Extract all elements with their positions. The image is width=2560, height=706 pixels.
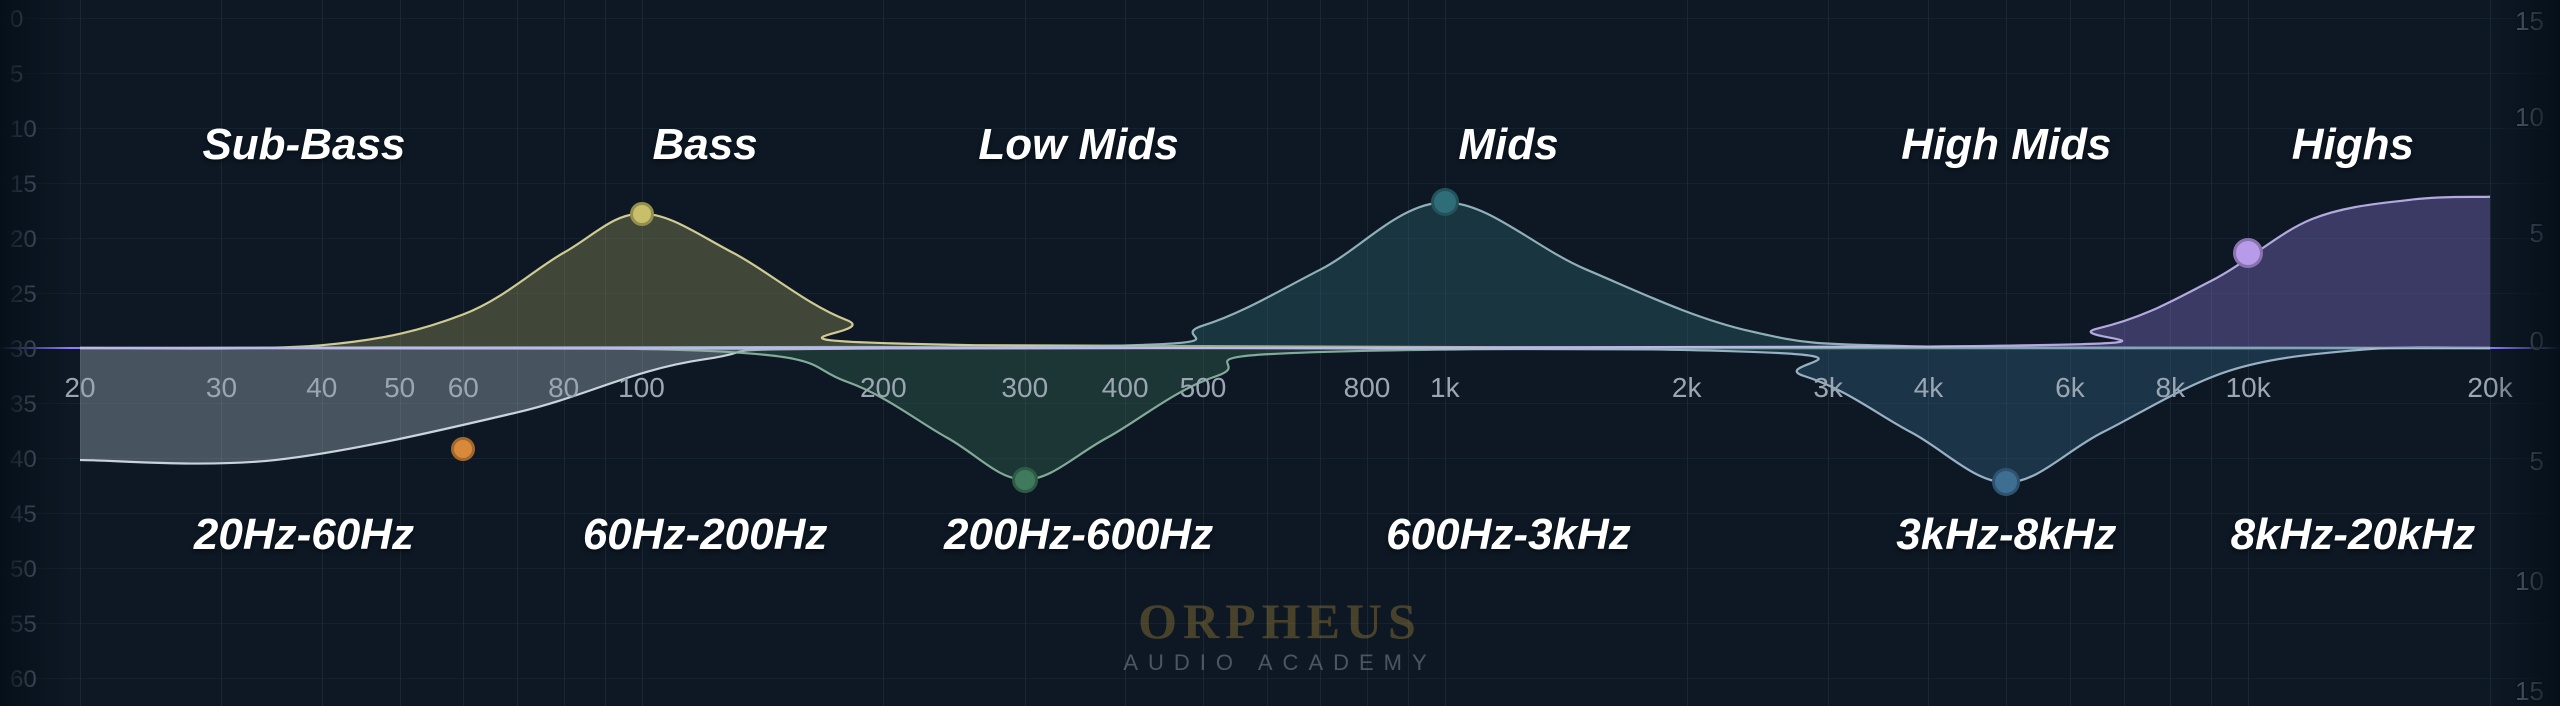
left-scale-tick: 55 (10, 611, 37, 639)
band-node-sub-bass[interactable] (451, 437, 475, 461)
freq-tick: 40 (306, 372, 337, 404)
band-title-sub-bass: Sub-Bass (202, 120, 405, 170)
left-scale-tick: 5 (10, 61, 23, 89)
left-scale-tick: 30 (10, 336, 37, 364)
left-scale-tick: 0 (10, 6, 23, 34)
freq-tick: 800 (1344, 372, 1391, 404)
band-range-high-mids: 3kHz-8kHz (1896, 510, 2116, 560)
freq-tick: 20k (2467, 372, 2512, 404)
right-scale-tick: 5 (2530, 218, 2544, 249)
freq-tick: 500 (1180, 372, 1227, 404)
left-scale-tick: 60 (10, 666, 37, 694)
left-scale-tick: 10 (10, 116, 37, 144)
freq-tick: 100 (618, 372, 665, 404)
freq-tick: 8k (2156, 372, 2186, 404)
band-range-sub-bass: 20Hz-60Hz (194, 510, 414, 560)
band-title-high-mids: High Mids (1901, 120, 2111, 170)
freq-tick: 200 (860, 372, 907, 404)
freq-tick: 6k (2055, 372, 2085, 404)
eq-frequency-chart: 0510152025303540455055601510505101520304… (0, 0, 2560, 706)
left-scale-tick: 15 (10, 171, 37, 199)
freq-tick: 20 (64, 372, 95, 404)
right-scale-tick: 5 (2530, 446, 2544, 477)
freq-tick: 10k (2226, 372, 2271, 404)
freq-tick: 50 (384, 372, 415, 404)
band-title-mids: Mids (1458, 120, 1558, 170)
band-range-highs: 8kHz-20kHz (2231, 510, 2476, 560)
band-title-bass: Bass (653, 120, 758, 170)
band-range-bass: 60Hz-200Hz (583, 510, 828, 560)
right-scale-tick: 0 (2530, 326, 2544, 357)
right-scale-tick: 10 (2515, 102, 2544, 133)
freq-tick: 2k (1672, 372, 1702, 404)
left-scale-tick: 50 (10, 556, 37, 584)
band-node-highs[interactable] (2233, 238, 2263, 268)
left-scale-tick: 20 (10, 226, 37, 254)
band-node-high-mids[interactable] (1992, 468, 2020, 496)
band-node-bass[interactable] (630, 202, 654, 226)
left-scale-tick: 25 (10, 281, 37, 309)
freq-tick: 30 (206, 372, 237, 404)
freq-tick: 1k (1430, 372, 1460, 404)
band-title-highs: Highs (2292, 120, 2414, 170)
right-scale-tick: 10 (2515, 566, 2544, 597)
band-range-mids: 600Hz-3kHz (1386, 510, 1631, 560)
band-node-mids[interactable] (1431, 188, 1459, 216)
freq-tick: 80 (548, 372, 579, 404)
right-scale-tick: 15 (2515, 6, 2544, 37)
left-scale-tick: 45 (10, 501, 37, 529)
freq-tick: 400 (1102, 372, 1149, 404)
right-scale-tick: 15 (2515, 676, 2544, 706)
freq-tick: 300 (1001, 372, 1048, 404)
band-range-low-mids: 200Hz-600Hz (944, 510, 1213, 560)
freq-tick: 60 (448, 372, 479, 404)
freq-tick: 3k (1813, 372, 1843, 404)
band-node-low-mids[interactable] (1012, 467, 1038, 493)
eq-curves (0, 0, 2560, 706)
left-scale-tick: 40 (10, 446, 37, 474)
left-scale-tick: 35 (10, 391, 37, 419)
band-title-low-mids: Low Mids (978, 120, 1178, 170)
freq-tick: 4k (1914, 372, 1944, 404)
